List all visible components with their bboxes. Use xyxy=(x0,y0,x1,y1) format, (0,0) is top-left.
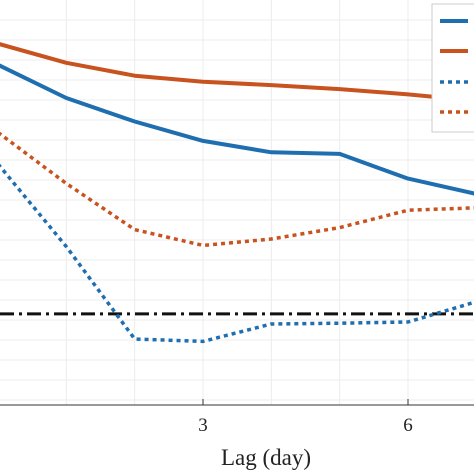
grid xyxy=(0,0,474,405)
series-line-3 xyxy=(0,163,474,344)
series-line-1 xyxy=(0,63,474,196)
x-tick-label: 3 xyxy=(198,415,208,436)
x-axis-title: Lag (day) xyxy=(221,445,311,470)
x-tick-label: 6 xyxy=(403,415,413,436)
series-line-2 xyxy=(0,42,474,103)
legend xyxy=(431,3,474,133)
series-lines xyxy=(0,42,474,344)
series-line-4 xyxy=(0,131,474,248)
